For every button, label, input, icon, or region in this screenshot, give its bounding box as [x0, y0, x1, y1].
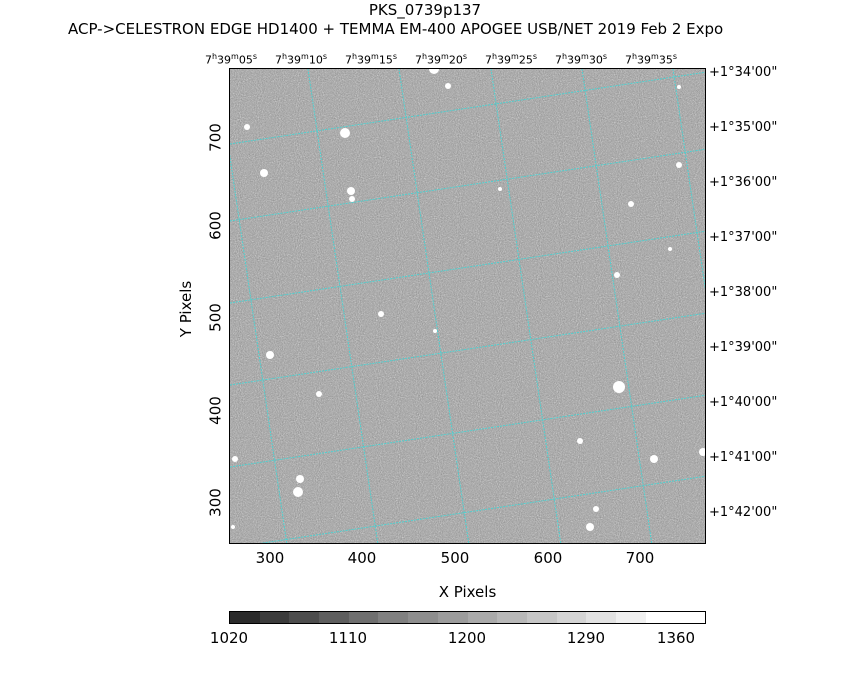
- colorbar-tick: 1200: [447, 629, 487, 647]
- stars: [231, 69, 705, 531]
- sky-image-canvas: [230, 69, 705, 543]
- star: [378, 311, 384, 317]
- colorbar-segment: [259, 612, 290, 623]
- star: [498, 187, 502, 191]
- star: [586, 523, 594, 531]
- star: [593, 506, 599, 512]
- dec-tick: +1°41'00": [709, 450, 778, 465]
- dec-tick: +1°34'00": [709, 65, 778, 80]
- ra-tick: 7h39m35s: [624, 52, 678, 67]
- star: [699, 448, 705, 456]
- x-axis-label: X Pixels: [438, 583, 497, 601]
- star: [613, 381, 625, 393]
- x-tick: 400: [347, 549, 377, 567]
- star: [231, 525, 235, 529]
- y-tick: 600: [206, 211, 225, 240]
- dec-grid-line: [230, 71, 705, 145]
- star: [244, 124, 250, 130]
- colorbar-segment: [319, 612, 349, 623]
- y-tick: 300: [206, 488, 225, 517]
- star: [650, 455, 658, 463]
- colorbar-segment: [645, 612, 676, 623]
- ra-tick: 7h39m25s: [484, 52, 538, 67]
- sky-image: [229, 68, 706, 544]
- star: [577, 438, 583, 444]
- colorbar-segment: [408, 612, 438, 623]
- coordinate-grid: [230, 69, 705, 543]
- colorbar-segment: [289, 612, 320, 623]
- dec-grid-line: [230, 312, 705, 386]
- dec-tick: +1°40'00": [709, 395, 778, 410]
- colorbar-segment: [348, 612, 379, 623]
- colorbar-segment: [586, 612, 616, 623]
- colorbar-segment: [467, 612, 498, 623]
- star: [260, 169, 268, 177]
- image-subtitle: ACP->CELESTRON EDGE HD1400 + TEMMA EM-40…: [68, 20, 724, 38]
- y-tick: 400: [206, 396, 225, 425]
- x-tick: 600: [533, 549, 563, 567]
- dec-grid-line: [230, 230, 705, 304]
- ra-tick: 7h39m05s: [204, 52, 258, 67]
- star: [232, 456, 238, 462]
- colorbar-segment: [675, 612, 705, 623]
- dec-tick: +1°38'00": [709, 285, 778, 300]
- x-tick: 500: [440, 549, 470, 567]
- dec-tick: +1°37'00": [709, 230, 778, 245]
- star: [668, 247, 672, 251]
- colorbar-segment: [615, 612, 646, 623]
- star: [614, 272, 620, 278]
- dec-tick: +1°35'00": [709, 120, 778, 135]
- ra-grid-line: [490, 69, 562, 543]
- star: [293, 487, 303, 497]
- star: [677, 85, 681, 89]
- colorbar-segment: [556, 612, 587, 623]
- y-tick: 500: [206, 303, 225, 332]
- star: [340, 128, 350, 138]
- y-tick: 700: [206, 123, 225, 152]
- image-title: PKS_0739p137: [368, 1, 482, 19]
- colorbar-segment: [437, 612, 468, 623]
- dec-grid-line: [259, 475, 705, 543]
- x-tick: 700: [625, 549, 655, 567]
- colorbar-segment: [497, 612, 527, 623]
- ra-grid-line: [230, 153, 288, 543]
- star: [266, 351, 274, 359]
- ra-tick: 7h39m30s: [554, 52, 608, 67]
- dec-tick: +1°42'00": [709, 505, 778, 520]
- star: [349, 196, 355, 202]
- colorbar-tick: 1020: [209, 629, 249, 647]
- star: [445, 83, 451, 89]
- dec-tick: +1°39'00": [709, 340, 778, 355]
- dec-tick: +1°36'00": [709, 175, 778, 190]
- ra-tick: 7h39m15s: [344, 52, 398, 67]
- ra-grid-line: [581, 69, 653, 543]
- colorbar-tick: 1360: [656, 629, 696, 647]
- star: [347, 187, 355, 195]
- star: [296, 475, 304, 483]
- y-axis-label: Y Pixels: [177, 280, 195, 338]
- colorbar-tick: 1290: [566, 629, 606, 647]
- dec-grid-line: [230, 148, 705, 222]
- star: [429, 69, 439, 74]
- x-tick: 300: [255, 549, 285, 567]
- dec-grid-line: [230, 394, 705, 468]
- ra-grid-line: [398, 69, 470, 543]
- star: [316, 391, 322, 397]
- colorbar: [229, 611, 706, 624]
- ra-grid-line: [307, 69, 379, 543]
- colorbar-segment: [378, 612, 409, 623]
- star: [433, 329, 437, 333]
- colorbar-tick: 1110: [328, 629, 368, 647]
- colorbar-segment: [230, 612, 260, 623]
- sky-noise: [230, 69, 705, 543]
- ra-tick: 7h39m10s: [274, 52, 328, 67]
- ra-tick: 7h39m20s: [414, 52, 468, 67]
- star: [676, 162, 682, 168]
- star: [628, 201, 634, 207]
- colorbar-segment: [526, 612, 557, 623]
